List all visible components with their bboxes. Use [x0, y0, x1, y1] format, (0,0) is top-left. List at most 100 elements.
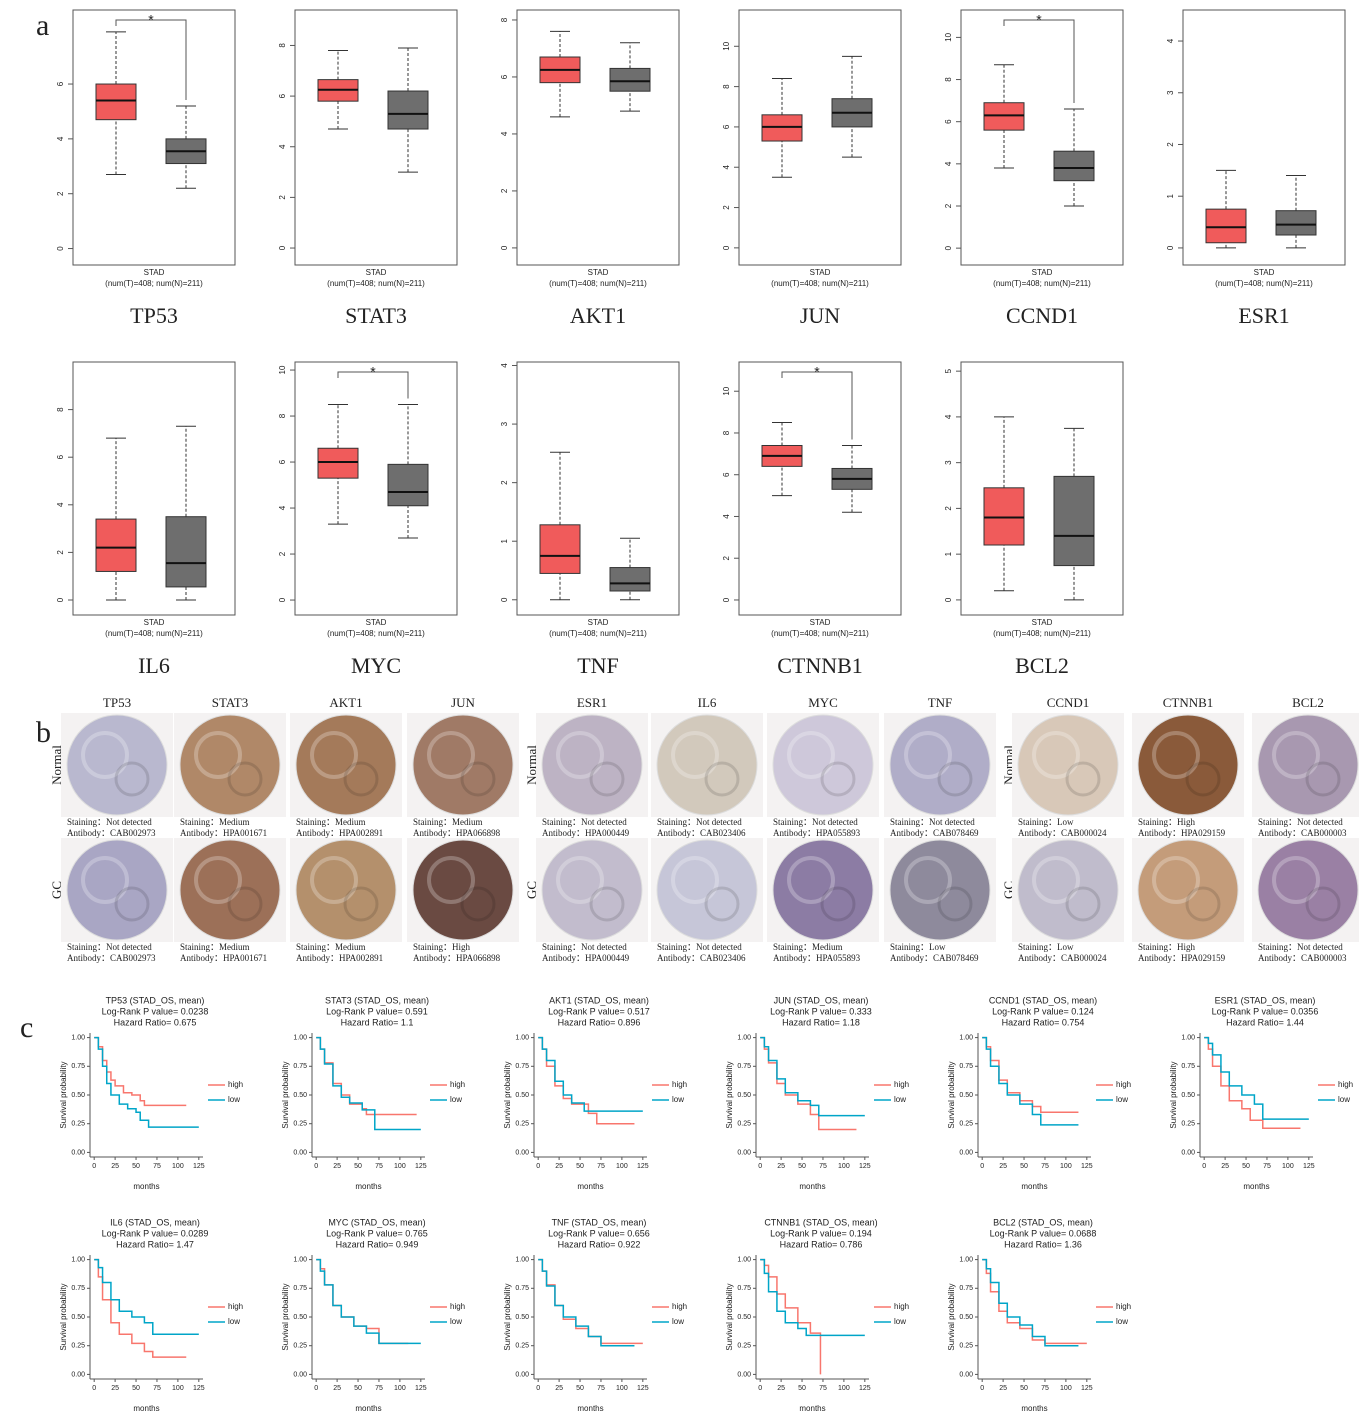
x-axis-label: (num(T)=408; num(N)=211) [327, 629, 425, 638]
x-axis-label: months [799, 1404, 825, 1412]
km-pvalue: Log-Rank P value= 0.765 [326, 1228, 428, 1238]
y-tick-label: 0 [944, 245, 953, 250]
y-tick-label: 2 [722, 555, 731, 560]
survival-curve [94, 1260, 186, 1358]
ihc-image [67, 715, 167, 815]
y-tick-label: 0.75 [737, 1063, 751, 1070]
ihc-gene-name: TNF [928, 695, 953, 710]
x-tick-label: 50 [354, 1385, 362, 1392]
y-tick-label: 0.25 [1181, 1121, 1195, 1128]
ihc-image [1018, 715, 1118, 815]
ihc-staining: Staining：Medium [413, 817, 483, 827]
x-axis-label: STAD [1254, 268, 1275, 277]
x-tick-label: 100 [616, 1385, 628, 1392]
ihc-antibody: Antibody：HPA055893 [773, 828, 861, 838]
ihc-antibody: Antibody：CAB000024 [1018, 953, 1107, 963]
gene-title: TP53 [130, 303, 178, 328]
x-axis-label: STAD [366, 618, 387, 627]
y-tick-label: 0.00 [293, 1371, 307, 1378]
y-tick-label: 0.25 [71, 1121, 85, 1128]
ihc-gene-name: TP53 [103, 695, 131, 710]
y-tick-label: 0.50 [737, 1092, 751, 1099]
y-tick-label: 8 [278, 43, 287, 48]
y-axis-label: Survival probability [1169, 1061, 1178, 1128]
plot-frame [517, 10, 679, 265]
figure: a b c 0246*STAD(num(T)=408; num(N)=211)T… [0, 0, 1359, 1412]
ihc-image [296, 840, 396, 940]
x-tick-label: 125 [637, 1385, 649, 1392]
y-tick-label: 6 [278, 459, 287, 464]
y-tick-label: 0.75 [515, 1285, 529, 1292]
y-tick-label: 0.75 [959, 1285, 973, 1292]
legend-label: high [672, 1302, 687, 1311]
km-title: CTNNB1 (STAD_OS, mean) [764, 1217, 877, 1227]
y-tick-label: 1 [1166, 193, 1175, 198]
y-tick-label: 0.50 [515, 1314, 529, 1321]
gene-title: AKT1 [570, 303, 626, 328]
y-tick-label: 3 [500, 421, 509, 426]
plot-frame [73, 362, 235, 615]
legend-label: low [228, 1317, 240, 1326]
ihc-image [1018, 840, 1118, 940]
ihc-staining: Staining：High [1138, 942, 1196, 952]
ihc-gene-name: ESR1 [577, 695, 607, 710]
ihc-image [542, 840, 642, 940]
x-tick-label: 100 [1060, 1385, 1072, 1392]
y-tick-label: 0.75 [515, 1063, 529, 1070]
y-tick-label: 0.25 [515, 1121, 529, 1128]
legend-label: low [450, 1317, 462, 1326]
y-axis-label: Survival probability [947, 1283, 956, 1350]
km-hazard-ratio: Hazard Ratio= 0.896 [558, 1017, 641, 1027]
ihc-staining: Staining：Low [890, 942, 946, 952]
box [540, 525, 580, 574]
km-title: AKT1 (STAD_OS, mean) [549, 995, 649, 1005]
ihc-image [1258, 840, 1358, 940]
y-tick-label: 4 [56, 136, 65, 141]
plot-frame [295, 362, 457, 615]
y-axis-label: Survival probability [59, 1061, 68, 1128]
y-tick-label: 4 [500, 363, 509, 368]
significance-star: * [1036, 12, 1042, 28]
x-tick-label: 50 [1020, 1163, 1028, 1170]
x-tick-label: 0 [758, 1163, 762, 1170]
ihc-staining: Staining：Not detected [657, 942, 742, 952]
x-tick-label: 0 [980, 1163, 984, 1170]
y-tick-label: 2 [56, 550, 65, 555]
ihc-antibody: Antibody：CAB000024 [1018, 828, 1107, 838]
x-tick-label: 50 [798, 1163, 806, 1170]
x-tick-label: 0 [314, 1385, 318, 1392]
km-hazard-ratio: Hazard Ratio= 0.949 [336, 1239, 419, 1249]
panel-label: c [20, 1011, 33, 1044]
y-tick-label: 0.00 [71, 1371, 85, 1378]
x-tick-label: 75 [597, 1163, 605, 1170]
x-tick-label: 50 [1020, 1385, 1028, 1392]
ihc-image [773, 715, 873, 815]
y-axis-label: Survival probability [947, 1061, 956, 1128]
ihc-antibody: Antibody：HPA002891 [296, 953, 383, 963]
x-tick-label: 50 [354, 1163, 362, 1170]
ihc-staining: Staining：Not detected [890, 817, 975, 827]
x-tick-label: 125 [193, 1163, 205, 1170]
y-tick-label: 1.00 [737, 1034, 751, 1041]
y-tick-label: 6 [278, 93, 287, 98]
y-tick-label: 0.50 [293, 1092, 307, 1099]
x-axis-label: STAD [144, 268, 165, 277]
y-tick-label: 0.75 [71, 1285, 85, 1292]
y-tick-label: 3 [1166, 90, 1175, 95]
x-axis-label: STAD [810, 268, 831, 277]
x-tick-label: 0 [314, 1163, 318, 1170]
x-tick-label: 75 [375, 1163, 383, 1170]
survival-curve [316, 1260, 408, 1344]
y-tick-label: 4 [722, 514, 731, 519]
ihc-gene-name: BCL2 [1292, 695, 1324, 710]
ihc-staining: Staining：Medium [180, 942, 250, 952]
ihc-image [180, 840, 280, 940]
ihc-image [657, 715, 757, 815]
ihc-staining: Staining：Not detected [1258, 817, 1343, 827]
km-hazard-ratio: Hazard Ratio= 1.36 [1004, 1239, 1082, 1249]
km-pvalue: Log-Rank P value= 0.0356 [1212, 1006, 1319, 1016]
x-tick-label: 125 [1081, 1163, 1093, 1170]
x-tick-label: 100 [172, 1385, 184, 1392]
ihc-antibody: Antibody：HPA000449 [542, 953, 630, 963]
y-tick-label: 0.50 [737, 1314, 751, 1321]
